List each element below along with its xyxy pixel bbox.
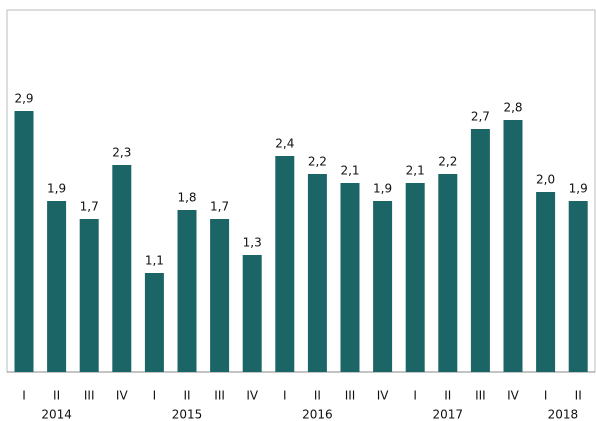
group-label: 2018 bbox=[548, 408, 579, 421]
bar bbox=[210, 219, 230, 372]
x-tick-label: IV bbox=[246, 389, 259, 403]
value-label: 2,2 bbox=[308, 155, 327, 169]
x-tick-label: II bbox=[575, 389, 582, 403]
value-label: 2,7 bbox=[471, 110, 490, 124]
x-tick-label: II bbox=[183, 389, 190, 403]
value-label: 1,8 bbox=[177, 191, 196, 205]
bar bbox=[503, 120, 523, 372]
value-label: 1,9 bbox=[47, 182, 66, 196]
value-label: 2,2 bbox=[438, 155, 457, 169]
plot-frame bbox=[6, 9, 596, 373]
x-tick-label: I bbox=[413, 389, 417, 403]
bar bbox=[568, 201, 588, 372]
value-label: 1,1 bbox=[145, 254, 164, 268]
bar bbox=[307, 174, 327, 372]
bar bbox=[405, 183, 425, 372]
x-tick-label: IV bbox=[507, 389, 520, 403]
value-label: 1,7 bbox=[80, 200, 99, 214]
value-label: 2,1 bbox=[406, 164, 425, 178]
bar bbox=[47, 201, 67, 372]
bar bbox=[373, 201, 393, 372]
value-label: 1,3 bbox=[243, 236, 262, 250]
value-label: 2,3 bbox=[112, 146, 131, 160]
x-tick-label: III bbox=[214, 389, 225, 403]
bar bbox=[177, 210, 197, 372]
x-tick-label: II bbox=[53, 389, 60, 403]
group-label: 2016 bbox=[302, 408, 333, 421]
value-label: 1,7 bbox=[210, 200, 229, 214]
group-label: 2015 bbox=[172, 408, 203, 421]
bar bbox=[438, 174, 458, 372]
x-tick-label: III bbox=[345, 389, 356, 403]
x-tick-label: II bbox=[314, 389, 321, 403]
x-tick-label: IV bbox=[116, 389, 129, 403]
x-tick-label: IV bbox=[377, 389, 390, 403]
value-label: 1,9 bbox=[373, 182, 392, 196]
value-label: 2,4 bbox=[275, 137, 294, 151]
bar bbox=[79, 219, 99, 372]
value-label: 2,1 bbox=[340, 164, 359, 178]
x-tick-label: I bbox=[544, 389, 548, 403]
bar bbox=[470, 129, 490, 372]
value-label: 2,9 bbox=[14, 92, 33, 106]
bar bbox=[275, 156, 295, 372]
bar bbox=[536, 192, 556, 372]
group-label: 2014 bbox=[41, 408, 72, 421]
x-tick-label: I bbox=[22, 389, 26, 403]
bar bbox=[14, 111, 34, 372]
x-tick-label: I bbox=[283, 389, 287, 403]
group-label: 2017 bbox=[433, 408, 464, 421]
x-tick-label: II bbox=[444, 389, 451, 403]
value-label: 2,0 bbox=[536, 173, 555, 187]
value-label: 2,8 bbox=[503, 101, 522, 115]
x-tick-label: III bbox=[84, 389, 95, 403]
bar bbox=[112, 165, 132, 372]
bar bbox=[242, 255, 262, 372]
x-tick-label: I bbox=[153, 389, 157, 403]
bar bbox=[340, 183, 360, 372]
value-label: 1,9 bbox=[569, 182, 588, 196]
x-tick-label: III bbox=[475, 389, 486, 403]
bar bbox=[144, 273, 164, 372]
